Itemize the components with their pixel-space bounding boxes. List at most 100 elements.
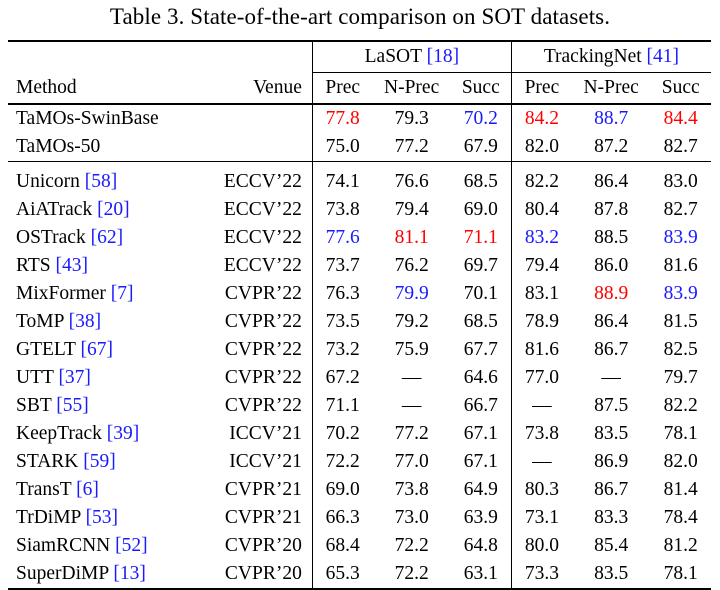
table-row: SiamRCNN [52] CVPR’20 68.4 72.2 64.8 80.0 85.4… (8, 532, 711, 560)
citation[interactable]: [37] (58, 367, 91, 388)
metric-cell: 78.4 (663, 507, 698, 528)
venue-cell: CVPR’22 (224, 339, 302, 360)
metric-cell: 85.4 (594, 535, 629, 556)
metric-cell: 77.0 (510, 364, 572, 392)
table-row-ours: TaMOs-SwinBase 77.8 79.3 70.2 84.2 88.7 84.4 (8, 103, 711, 133)
venue-cell: CVPR’21 (224, 507, 302, 528)
metric-cell: 80.3 (510, 476, 572, 504)
citation[interactable]: [38] (68, 311, 102, 332)
citation[interactable]: [20] (97, 199, 130, 220)
citation[interactable]: [13] (113, 563, 146, 584)
metric-cell: — (401, 395, 422, 416)
header-metric: N-Prec (571, 72, 651, 104)
method-name: STARK [59] (16, 451, 116, 472)
header-method: Method (16, 76, 77, 98)
metric-cell: 86.9 (594, 451, 629, 472)
metric-cell: 87.2 (594, 136, 629, 157)
metric-cell: 75.9 (394, 339, 429, 360)
table-row: KeepTrack [39] ICCV’21 70.2 77.2 67.1 73.8 83.… (8, 420, 711, 448)
table-caption: Table 3. State-of-the-art comparison on … (109, 4, 611, 29)
citation[interactable]: [58] (84, 171, 118, 192)
method-name: KeepTrack [39] (16, 423, 140, 444)
metric-cell: 69.7 (463, 255, 498, 276)
metric-cell: 73.1 (510, 504, 572, 532)
metric-cell: 79.9 (394, 283, 429, 304)
metric-cell: 79.2 (394, 311, 429, 332)
method-name: OSTrack [62] (16, 227, 124, 248)
table-row: UTT [37] CVPR’22 67.2 — 64.6 77.0 — 79.7 (8, 364, 711, 392)
metric-cell: — (510, 392, 572, 420)
metric-cell: 63.1 (450, 560, 512, 590)
citation[interactable]: [59] (83, 451, 116, 472)
venue-cell: CVPR’22 (224, 283, 302, 304)
metric-cell: 68.5 (463, 171, 498, 192)
table-row: TrDiMP [53] CVPR’21 66.3 73.0 63.9 73.1 83.3 78… (8, 504, 711, 532)
citation[interactable]: [7] (110, 283, 134, 304)
venue-cell: CVPR’22 (224, 311, 302, 332)
table-row: SBT [55] CVPR’22 71.1 — 66.7 — 87.5 82.2 (8, 392, 711, 420)
metric-cell: 87.5 (594, 395, 629, 416)
metric-cell: 79.3 (372, 103, 451, 133)
metric-cell: 82.7 (663, 136, 698, 157)
metric-cell: 79.4 (394, 199, 429, 220)
citation[interactable]: [52] (115, 535, 148, 556)
metric-cell: 82.0 (663, 451, 698, 472)
metric-cell: 84.2 (510, 103, 572, 133)
venue-cell (195, 133, 313, 162)
citation[interactable]: [53] (85, 507, 119, 528)
citation[interactable]: [43] (55, 255, 88, 276)
venue-cell: ICCV’21 (229, 451, 302, 472)
metric-cell: 80.0 (510, 532, 572, 560)
metric-cell: 66.7 (463, 395, 498, 416)
metric-cell: 67.1 (463, 423, 498, 444)
header-metric: Prec (510, 72, 572, 104)
metric-cell: 78.1 (663, 423, 698, 444)
metric-cell: — (401, 367, 422, 388)
table-row-ours: TaMOs-50 75.0 77.2 67.9 82.0 87.2 82.7 (8, 133, 711, 162)
citation[interactable]: [6] (76, 479, 99, 500)
venue-cell: ECCV’22 (223, 199, 302, 220)
method-name: GTELT [67] (16, 339, 113, 360)
table-row: RTS [43] ECCV’22 73.7 76.2 69.7 79.4 86.0 81.6 (8, 252, 711, 280)
metric-cell: 64.8 (463, 535, 498, 556)
citation[interactable]: [67] (80, 339, 113, 360)
column-header-row: Method Venue Prec N-Prec Succ Prec N-Pre… (8, 72, 711, 104)
metric-cell: 69.0 (311, 476, 373, 504)
metric-cell: 75.0 (311, 133, 373, 162)
citation[interactable]: [55] (56, 395, 89, 416)
metric-cell: 88.9 (594, 283, 629, 304)
metric-cell: 76.6 (394, 171, 429, 192)
citation[interactable]: [39] (106, 423, 140, 444)
metric-cell: — (601, 367, 621, 388)
table-row: MixFormer [7] CVPR’22 76.3 79.9 70.1 83.1 88.9… (8, 280, 711, 308)
metric-cell: 78.1 (650, 560, 711, 590)
metric-cell: 73.7 (311, 252, 373, 280)
header-metric: Prec (311, 72, 373, 104)
table-row: ToMP [38] CVPR’22 73.5 79.2 68.5 78.9 86.4 81.5 (8, 308, 711, 336)
metric-cell: 82.0 (510, 133, 572, 162)
metric-cell: 82.2 (663, 395, 698, 416)
metric-cell: 79.7 (663, 367, 698, 388)
citation[interactable]: [62] (90, 227, 124, 248)
metric-cell: 86.4 (594, 311, 629, 332)
metric-cell: — (510, 448, 572, 476)
metric-cell: 86.7 (594, 479, 629, 500)
venue-cell: ECCV’22 (223, 171, 302, 192)
metric-cell: 73.8 (510, 420, 572, 448)
method-name: TrDiMP [53] (16, 507, 119, 528)
method-name: Unicorn [58] (16, 171, 118, 192)
metric-cell: 87.8 (594, 199, 629, 220)
metric-cell: 64.6 (463, 367, 498, 388)
metric-cell: 77.6 (311, 224, 373, 252)
metric-cell: 82.7 (663, 199, 698, 220)
metric-cell: 80.4 (510, 196, 572, 224)
metric-cell: 82.5 (663, 339, 698, 360)
method-name: MixFormer [7] (16, 283, 134, 304)
citation[interactable]: [18] (426, 46, 460, 67)
citation[interactable]: [41] (646, 46, 680, 67)
metric-cell: 70.2 (450, 103, 512, 133)
metric-cell: 72.2 (311, 448, 373, 476)
metric-cell: 71.1 (463, 227, 498, 248)
section-divider (8, 161, 711, 168)
metric-cell: 83.5 (571, 560, 651, 590)
